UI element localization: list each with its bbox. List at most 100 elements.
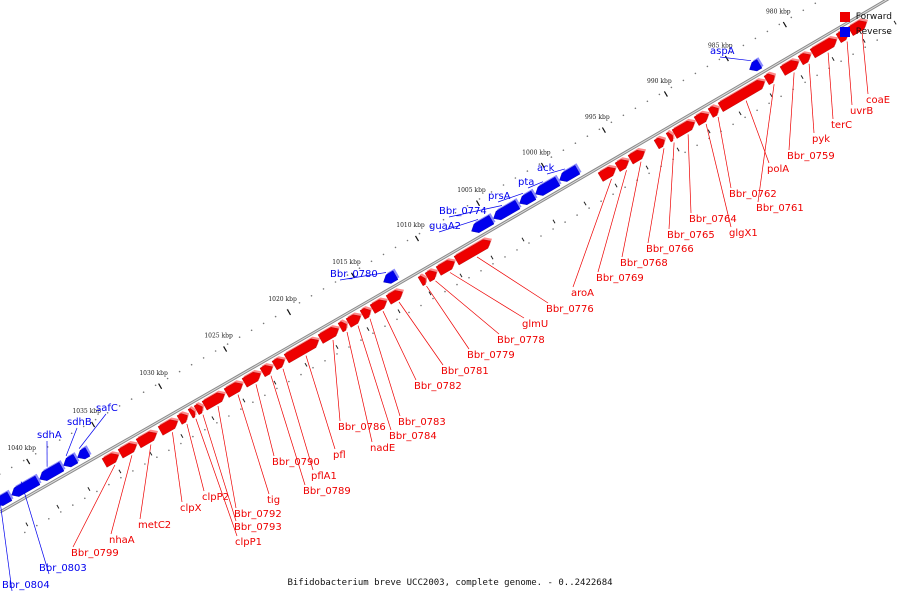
gene-glmu[interactable] (435, 258, 456, 276)
gene-nhaa[interactable] (117, 441, 138, 459)
gene-label-bbr-0779[interactable]: Bbr_0779 (467, 350, 515, 361)
gene-label-bbr-0803[interactable]: Bbr_0803 (39, 563, 87, 574)
gene-label-glgx1[interactable]: glgX1 (729, 228, 758, 239)
scale-dot (492, 263, 494, 265)
gene-pta[interactable] (535, 174, 562, 196)
gene-label-bbr-0786[interactable]: Bbr_0786 (338, 422, 386, 433)
gene-bbr-0761[interactable] (763, 71, 776, 86)
gene-label-bbr-0768[interactable]: Bbr_0768 (620, 258, 668, 269)
gene-guaa2[interactable] (471, 213, 496, 233)
gene-bbr-0786[interactable] (317, 325, 340, 344)
gene-label-nade[interactable]: nadE (370, 443, 395, 454)
gene-label-aroa[interactable]: aroA (571, 288, 594, 299)
gene-bbr-0799[interactable] (101, 451, 120, 468)
gene-bbr-0792[interactable] (201, 390, 226, 411)
gene-bbr-0765[interactable] (665, 130, 675, 143)
gene-sdhb[interactable] (63, 452, 80, 468)
gene-label-bbr-0799[interactable]: Bbr_0799 (71, 548, 119, 559)
gene-label-safc[interactable]: safC (96, 403, 118, 414)
gene-pyk[interactable] (797, 51, 812, 66)
gene-label-aspa[interactable]: aspA (710, 46, 735, 57)
gene-label-coae[interactable]: coaE (866, 95, 890, 106)
gene-clpp1[interactable] (187, 406, 197, 419)
gene-aroa[interactable] (597, 164, 617, 182)
gene-label-ack[interactable]: ack (537, 163, 555, 174)
gene-bbr-0774[interactable] (493, 198, 522, 221)
gene-label-bbr-0778[interactable]: Bbr_0778 (497, 335, 545, 346)
gene-pfla1[interactable] (271, 356, 286, 371)
gene-bbr-0803[interactable] (11, 473, 42, 497)
gene-label-metc2[interactable]: metC2 (138, 520, 171, 531)
gene-bbr-0768[interactable] (627, 148, 646, 165)
gene-label-sdha[interactable]: sdhA (37, 430, 62, 441)
gene-bbr-0779[interactable] (417, 273, 427, 287)
gene-label-bbr-0792[interactable]: Bbr_0792 (234, 509, 282, 520)
gene-label-pyk[interactable]: pyk (812, 134, 830, 145)
gene-label-bbr-0762[interactable]: Bbr_0762 (729, 189, 777, 200)
gene-label-bbr-0793[interactable]: Bbr_0793 (234, 522, 282, 533)
gene-metc2[interactable] (135, 429, 158, 449)
gene-label-pfla1[interactable]: pflA1 (311, 471, 337, 482)
gene-label-pfl[interactable]: pfl (333, 450, 346, 461)
gene-bbr-0759[interactable] (779, 58, 800, 76)
gene-bbr-0784[interactable] (345, 312, 362, 328)
gene-label-clpp2[interactable]: clpP2 (202, 492, 229, 503)
gene-label-bbr-0759[interactable]: Bbr_0759 (787, 151, 835, 162)
gene-bbr-0776[interactable] (453, 237, 492, 266)
gene-bbr-0766[interactable] (653, 135, 666, 150)
gene-label-bbr-0789[interactable]: Bbr_0789 (303, 486, 351, 497)
gene-label-sdhb[interactable]: sdhB (67, 417, 92, 428)
gene-label-clpx[interactable]: clpX (180, 503, 202, 514)
gene-label-uvrb[interactable]: uvrB (850, 106, 873, 117)
gene-label-bbr-0776[interactable]: Bbr_0776 (546, 304, 594, 315)
gene-label-bbr-0784[interactable]: Bbr_0784 (389, 431, 437, 442)
gene-safc[interactable] (77, 445, 92, 460)
gene-clpx[interactable] (157, 417, 179, 436)
gene-ack[interactable] (559, 163, 582, 182)
gene-sdha[interactable] (39, 460, 66, 481)
gene-bbr-0762[interactable] (707, 104, 720, 118)
gene-bbr-0782[interactable] (369, 297, 388, 314)
gene-bbr-0781[interactable] (385, 288, 404, 305)
gene-label-bbr-0804[interactable]: Bbr_0804 (2, 580, 50, 591)
gene-label-guaa2[interactable]: guaA2 (429, 221, 461, 232)
gene-bbr-0804[interactable] (0, 489, 14, 506)
gene-bbr-0789[interactable] (259, 363, 274, 378)
gene-label-bbr-0761[interactable]: Bbr_0761 (756, 203, 804, 214)
gene-label-bbr-0780[interactable]: Bbr_0780 (330, 269, 378, 280)
gene-bbr-0790[interactable] (241, 370, 262, 388)
gene-coae[interactable] (847, 18, 868, 36)
gene-label-bbr-0764[interactable]: Bbr_0764 (689, 214, 737, 225)
gene-label-prsa[interactable]: prsA (488, 191, 511, 202)
gene-label-pta[interactable]: pta (518, 177, 534, 188)
gene-label-bbr-0790[interactable]: Bbr_0790 (272, 457, 320, 468)
gene-label-clpp1[interactable]: clpP1 (235, 537, 262, 548)
gene-label-terc[interactable]: terC (831, 120, 852, 131)
gene-glgx1[interactable] (693, 110, 710, 126)
gene-bbr-0764[interactable] (671, 118, 696, 139)
gene-label-bbr-0769[interactable]: Bbr_0769 (596, 273, 644, 284)
gene-bbr-0780[interactable] (383, 268, 400, 284)
gene-bbr-0778[interactable] (424, 268, 438, 283)
gene-label-glmu[interactable]: glmU (522, 319, 548, 330)
gene-label-bbr-0774[interactable]: Bbr_0774 (439, 206, 487, 217)
gene-aspa[interactable] (749, 57, 764, 72)
gene-terc[interactable] (809, 36, 838, 59)
gene-pfl[interactable] (283, 336, 320, 364)
gene-label-bbr-0781[interactable]: Bbr_0781 (441, 366, 489, 377)
gene-prsa[interactable] (519, 188, 538, 206)
gene-label-tig[interactable]: tig (267, 495, 280, 506)
gene-pola[interactable] (717, 78, 766, 112)
gene-bbr-0769[interactable] (614, 157, 630, 172)
gene-bbr-0793[interactable] (193, 402, 204, 415)
gene-tig[interactable] (223, 380, 244, 398)
gene-label-bbr-0782[interactable]: Bbr_0782 (414, 381, 462, 392)
gene-label-pola[interactable]: polA (767, 164, 789, 175)
gene-label-bbr-0765[interactable]: Bbr_0765 (667, 230, 715, 241)
gene-clpp2[interactable] (176, 411, 189, 425)
gene-nade[interactable] (337, 319, 348, 333)
gene-label-bbr-0783[interactable]: Bbr_0783 (398, 417, 446, 428)
gene-bbr-0783[interactable] (359, 306, 372, 320)
gene-label-nhaa[interactable]: nhaA (109, 535, 135, 546)
gene-label-bbr-0766[interactable]: Bbr_0766 (646, 244, 694, 255)
